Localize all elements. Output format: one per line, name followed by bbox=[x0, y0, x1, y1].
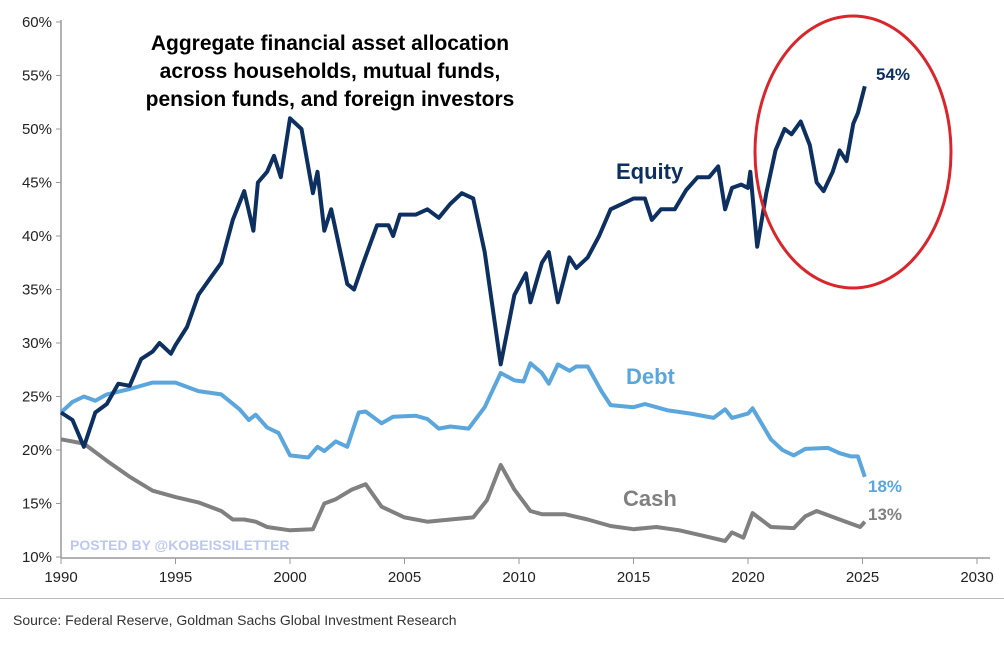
divider bbox=[0, 598, 1004, 599]
x-tick-label: 2010 bbox=[502, 569, 535, 586]
ticks: 10% 15% 20% 25% 30% 35% 40% 45% 50% 55% 60% 1990 199… bbox=[22, 14, 994, 586]
series-label-debt: Debt bbox=[626, 364, 676, 389]
end-label-cash: 13% bbox=[868, 505, 902, 524]
chart: 10% 15% 20% 25% 30% 35% 40% 45% 50% 55% 60% 1990 199… bbox=[22, 14, 994, 586]
series-lines bbox=[59, 85, 867, 543]
y-tick-label: 20% bbox=[22, 442, 52, 459]
x-tick-label: 2015 bbox=[617, 569, 650, 586]
watermark: POSTED BY @KOBEISSILETTER bbox=[70, 537, 290, 553]
y-tick-label: 30% bbox=[22, 335, 52, 352]
y-tick-label: 55% bbox=[22, 68, 52, 85]
y-tick-label: 45% bbox=[22, 175, 52, 192]
title-line-2: across households, mutual funds, bbox=[160, 60, 501, 83]
x-tick-label: 2020 bbox=[731, 569, 764, 586]
highlight-ellipse bbox=[753, 14, 953, 290]
series-label-equity: Equity bbox=[616, 159, 684, 184]
y-tick-label: 60% bbox=[22, 14, 52, 31]
x-tick-label: 2030 bbox=[960, 569, 993, 586]
y-tick-label: 40% bbox=[22, 228, 52, 245]
x-tick-label: 2000 bbox=[273, 569, 306, 586]
x-tick-label: 2025 bbox=[846, 569, 879, 586]
x-tick-label: 2005 bbox=[388, 569, 421, 586]
title-line-3: pension funds, and foreign investors bbox=[146, 88, 515, 111]
end-label-debt: 18% bbox=[868, 477, 902, 496]
x-tick-label: 1990 bbox=[44, 569, 77, 586]
chart-title: Aggregate financial asset allocation acr… bbox=[146, 32, 515, 111]
y-tick-label: 25% bbox=[22, 389, 52, 406]
y-tick-label: 15% bbox=[22, 496, 52, 513]
y-tick-label: 10% bbox=[22, 549, 52, 566]
series-label-cash: Cash bbox=[623, 486, 677, 511]
title-line-1: Aggregate financial asset allocation bbox=[151, 32, 509, 55]
series-line-debt bbox=[59, 361, 867, 478]
source-note: Source: Federal Reserve, Goldman Sachs G… bbox=[13, 612, 457, 628]
series-line-cash bbox=[60, 437, 867, 543]
x-tick-label: 1995 bbox=[159, 569, 192, 586]
series-line-equity bbox=[59, 85, 867, 449]
end-label-equity: 54% bbox=[876, 65, 910, 84]
y-tick-label: 35% bbox=[22, 282, 52, 299]
y-tick-label: 50% bbox=[22, 121, 52, 138]
